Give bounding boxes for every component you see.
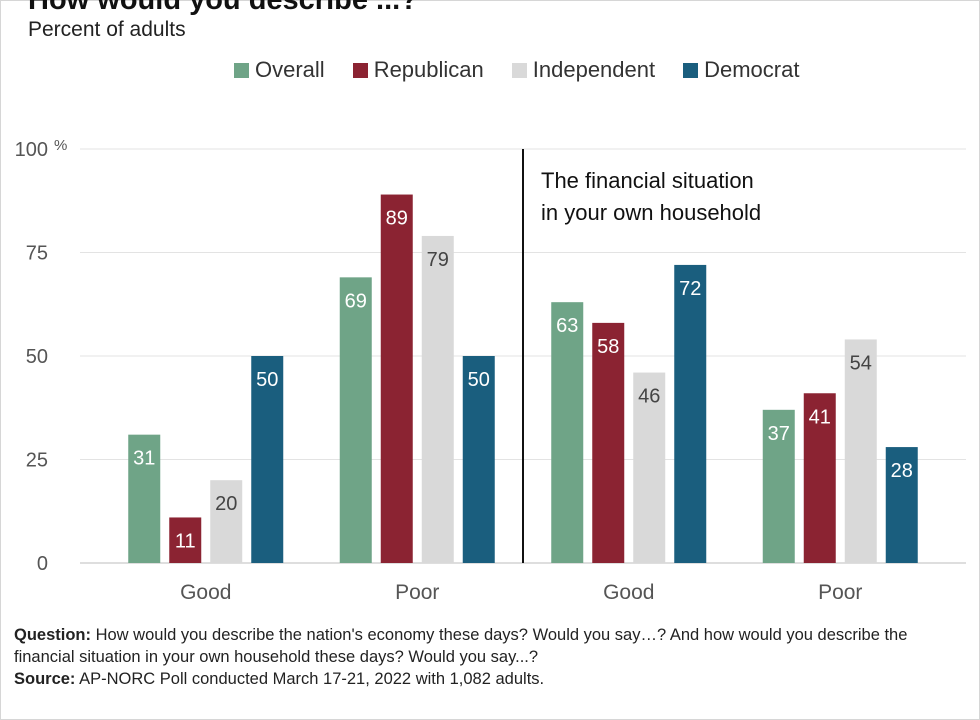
data-label-republican: 89 [386,208,408,230]
question-note: Question: How would you describe the nat… [14,624,964,668]
legend-swatch-democrat [683,62,699,78]
source-label: Source: [14,670,76,688]
bar-overall [762,409,795,563]
data-label-independent: 20 [215,493,237,515]
bar-republican [592,322,625,563]
y-tick-label: 100 [15,139,48,161]
x-category-label: Poor [818,581,862,604]
data-label-independent: 46 [638,386,660,408]
x-category-label: Good [180,581,231,604]
panel-annotation-line: The financial situation [541,168,754,193]
legend-label-republican: Republican [373,57,484,82]
bar-democrat [885,447,918,563]
legend-label-democrat: Democrat [704,57,800,82]
data-label-independent: 79 [427,249,449,271]
panel-annotation: The financial situation in your own house… [541,168,761,225]
chart-title: How would you describe ...? [28,0,418,16]
y-tick-label: 25 [26,450,48,472]
chart-subtitle: Percent of adults [28,18,186,41]
bar-independent [210,480,243,563]
x-category-label: Poor [395,581,439,604]
data-label-overall: 63 [556,315,578,337]
bar-democrat [462,356,495,563]
question-text: How would you describe the nation's econ… [14,626,908,666]
data-label-democrat: 50 [256,369,278,391]
bar-independent [844,339,877,563]
bar-overall [551,302,584,563]
legend: Overall Republican Independent Democrat [234,57,799,83]
legend-item-independent: Independent [511,57,656,83]
bar-overall [128,434,161,563]
bar-republican [169,517,202,563]
source-note: Source: AP-NORC Poll conducted March 17-… [14,668,964,690]
x-category-label: Good [603,581,654,604]
legend-swatch-independent [511,62,527,78]
data-label-democrat: 72 [679,278,701,300]
data-label-republican: 41 [809,406,831,428]
y-unit-label: % [54,137,67,154]
bar-republican [803,393,836,563]
data-label-democrat: 28 [891,460,913,482]
bar-chart: 0 25 50 75 100 % 31 11 20 50 Good 69 89 79 50 Poor 63 58 4… [15,137,966,604]
data-label-republican: 58 [597,336,619,358]
legend-label-independent: Independent [532,57,656,82]
bar-overall [339,277,372,563]
y-tick-label: 75 [26,243,48,265]
bar-democrat [674,264,707,563]
data-label-overall: 69 [345,290,367,312]
legend-swatch-overall [234,62,249,78]
source-text: AP-NORC Poll conducted March 17-21, 2022… [75,670,545,688]
bar-democrat [251,356,284,563]
data-label-republican: 11 [175,530,196,552]
panel-annotation-line: in your own household [541,200,761,225]
bar-independent [633,372,666,563]
data-label-democrat: 50 [468,369,490,391]
legend-label-overall: Overall [255,57,325,82]
legend-item-republican: Republican [352,57,484,83]
data-label-overall: 37 [768,423,790,445]
footnote: Question: How would you describe the nat… [14,624,964,690]
question-label: Question: [14,626,91,644]
bar-republican [380,194,413,564]
y-tick-label: 0 [37,553,48,575]
data-label-independent: 54 [850,352,872,374]
legend-swatch-republican [352,62,368,78]
y-tick-label: 50 [26,346,48,368]
data-label-overall: 31 [133,448,155,470]
legend-item-overall: Overall [234,57,325,83]
bar-independent [421,235,454,563]
legend-item-democrat: Democrat [683,57,799,83]
